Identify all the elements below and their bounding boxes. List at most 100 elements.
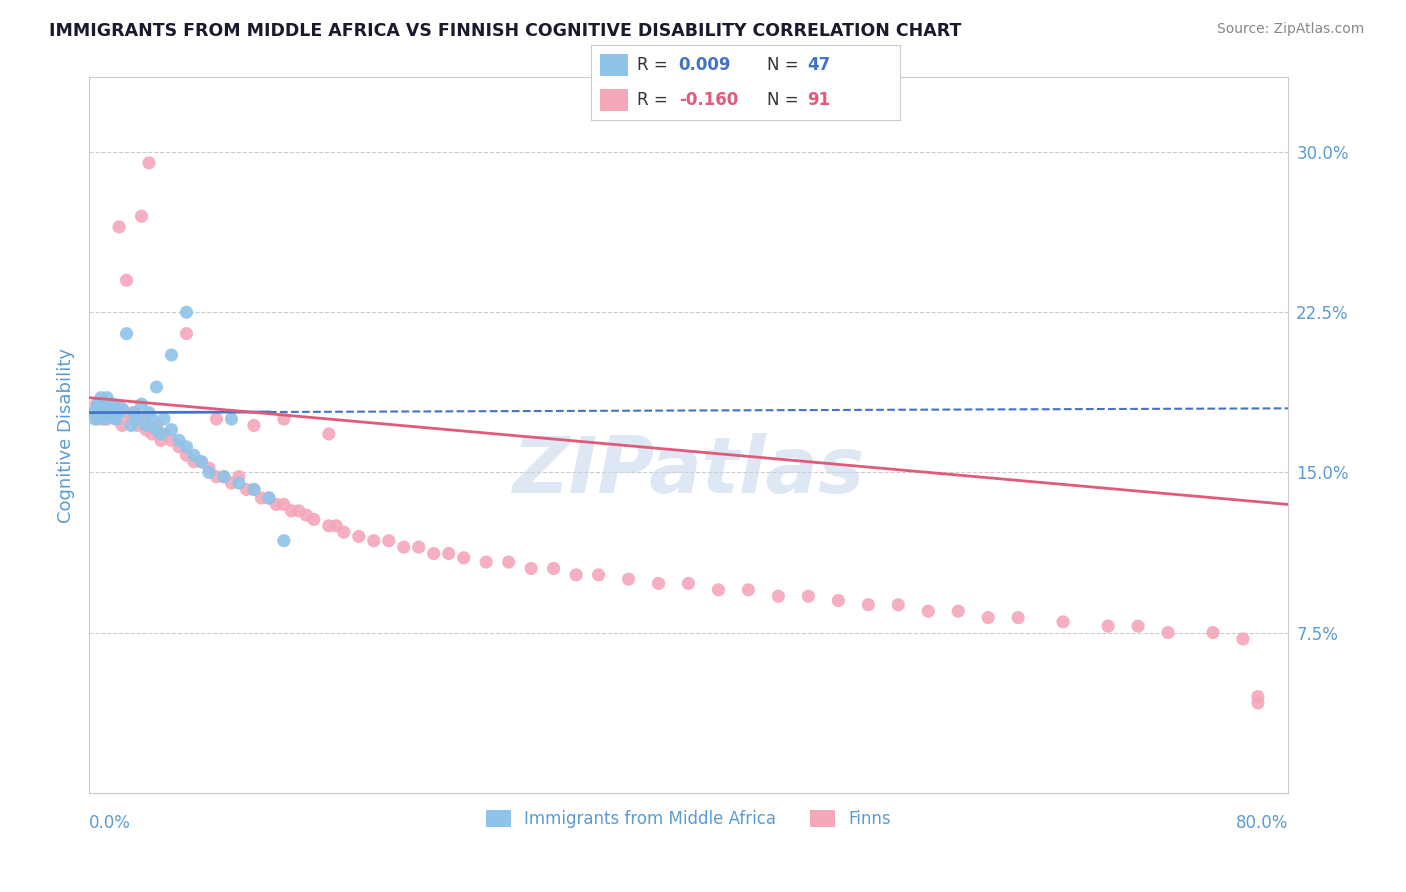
Point (363, 533, 385, 548)
Point (96, 412, 118, 426)
Point (153, 412, 176, 426)
Point (100, 406, 122, 420)
Point (280, 504, 302, 518)
Point (105, 412, 128, 426)
Point (98, 409, 121, 424)
Point (617, 572, 640, 586)
Point (1126, 619, 1149, 633)
Point (917, 604, 939, 618)
Text: -0.160: -0.160 (679, 91, 738, 109)
Text: IMMIGRANTS FROM MIDDLE AFRICA VS FINNISH COGNITIVE DISABILITY CORRELATION CHART: IMMIGRANTS FROM MIDDLE AFRICA VS FINNISH… (49, 22, 962, 40)
Point (221, 412, 243, 426)
Point (160, 348, 183, 362)
Point (243, 418, 266, 433)
Point (108, 406, 131, 420)
Point (243, 483, 266, 497)
Point (153, 427, 176, 442)
Point (83, 406, 105, 420)
Point (183, 448, 205, 462)
Point (190, 455, 212, 469)
Point (101, 397, 124, 411)
Point (392, 540, 415, 554)
Point (257, 491, 280, 505)
Point (138, 406, 160, 420)
Text: 0.009: 0.009 (679, 56, 731, 74)
Point (145, 418, 167, 433)
Point (827, 593, 849, 607)
Y-axis label: Cognitive Disability: Cognitive Disability (58, 348, 75, 523)
Point (205, 412, 228, 426)
Point (167, 434, 190, 448)
Point (378, 533, 401, 548)
Point (797, 589, 820, 603)
Text: Source: ZipAtlas.com: Source: ZipAtlas.com (1216, 22, 1364, 37)
Point (90, 391, 112, 405)
Point (183, 455, 205, 469)
Point (235, 483, 257, 497)
Point (120, 412, 142, 426)
Point (1097, 619, 1119, 633)
Point (160, 423, 183, 437)
Point (96, 391, 118, 405)
Point (273, 412, 295, 426)
Point (737, 582, 759, 597)
Point (212, 469, 235, 483)
Point (295, 508, 318, 522)
Point (1052, 615, 1074, 629)
Point (122, 406, 145, 420)
Point (125, 412, 148, 426)
Point (176, 305, 198, 319)
Point (1157, 625, 1180, 640)
Point (198, 466, 221, 480)
Point (347, 529, 370, 543)
Point (176, 440, 198, 454)
Text: 47: 47 (807, 56, 831, 74)
Point (858, 598, 880, 612)
Point (288, 504, 311, 518)
Point (453, 550, 475, 565)
Point (318, 427, 340, 442)
Point (91, 408, 114, 422)
Point (87, 412, 110, 426)
Point (565, 567, 588, 582)
Point (94, 397, 117, 411)
Point (90, 403, 112, 417)
Point (408, 540, 430, 554)
Point (91, 412, 114, 426)
Point (212, 469, 235, 483)
Point (250, 491, 273, 505)
Point (135, 418, 157, 433)
Text: N =: N = (766, 91, 804, 109)
Point (115, 406, 138, 420)
Point (108, 401, 131, 416)
Point (135, 423, 157, 437)
Point (1247, 690, 1270, 704)
Point (318, 518, 340, 533)
Point (131, 412, 153, 426)
Point (97, 401, 120, 416)
Point (90, 406, 112, 420)
Point (176, 448, 198, 462)
Point (84, 412, 107, 426)
Point (150, 427, 173, 442)
Point (150, 434, 173, 448)
Point (160, 434, 183, 448)
Point (176, 326, 198, 341)
Point (138, 418, 160, 433)
Point (228, 469, 250, 483)
Point (325, 518, 347, 533)
Point (228, 476, 250, 491)
Point (647, 576, 669, 591)
Point (83, 406, 105, 420)
Point (111, 401, 134, 416)
Point (86, 397, 108, 411)
Point (122, 406, 145, 420)
Point (221, 476, 243, 491)
Point (205, 469, 228, 483)
Point (87, 397, 110, 411)
Bar (600, 54, 627, 77)
Point (266, 498, 288, 512)
Point (98, 397, 121, 411)
Point (257, 491, 280, 505)
Point (1247, 696, 1270, 710)
